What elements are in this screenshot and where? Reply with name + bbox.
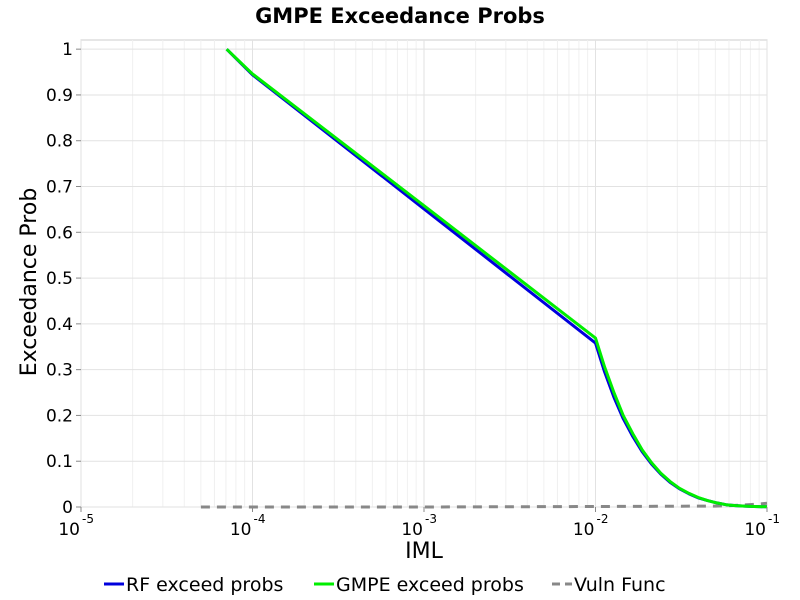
y-tick-label: 0	[62, 498, 73, 518]
y-tick-label: 1	[62, 40, 73, 60]
y-tick-label: 0.4	[46, 315, 73, 335]
x-axis-label: IML	[405, 539, 443, 564]
y-tick-label: 0.1	[46, 452, 73, 472]
series-line-vuln-func	[200, 501, 768, 509]
x-tick-label: 10	[401, 520, 423, 540]
minor-gridlines	[132, 40, 760, 507]
x-tick-exponent: -4	[254, 512, 266, 526]
x-tick-exponent: -2	[597, 512, 609, 526]
y-axis-ticks: 0 0.1 0.2 0.3 0.4 0.5 0.6 0.7 0.8 0.9 1	[46, 40, 81, 518]
x-tick-exponent: -3	[425, 512, 437, 526]
y-tick-label: 0.3	[46, 361, 73, 381]
y-tick-label: 0.7	[46, 178, 73, 198]
y-tick-label: 0.6	[46, 223, 73, 243]
legend: RF exceed probs GMPE exceed probs Vuln Fun…	[104, 574, 666, 596]
legend-label: RF exceed probs	[126, 574, 283, 596]
chart-title: GMPE Exceedance Probs	[255, 4, 545, 28]
major-gridlines	[80, 40, 768, 508]
y-tick-label: 0.2	[46, 406, 73, 426]
x-tick-label: 10	[573, 520, 595, 540]
y-axis-label: Exceedance Prob	[17, 188, 42, 377]
x-axis-ticks: 10-510-410-310-210-1	[58, 507, 780, 540]
y-tick-label: 0.9	[46, 86, 73, 106]
x-tick-label: 10	[744, 520, 766, 540]
x-tick-exponent: -5	[82, 512, 94, 526]
legend-label: GMPE exceed probs	[336, 574, 524, 596]
y-tick-label: 0.5	[46, 269, 73, 289]
y-tick-label: 0.8	[46, 132, 73, 152]
x-tick-exponent: -1	[768, 512, 780, 526]
x-tick-label: 10	[58, 520, 80, 540]
series-layer	[200, 48, 768, 509]
legend-label: Vuln Func	[574, 574, 666, 596]
x-tick-label: 10	[230, 520, 252, 540]
series-line-gmpe-exceed-probs	[225, 48, 768, 509]
